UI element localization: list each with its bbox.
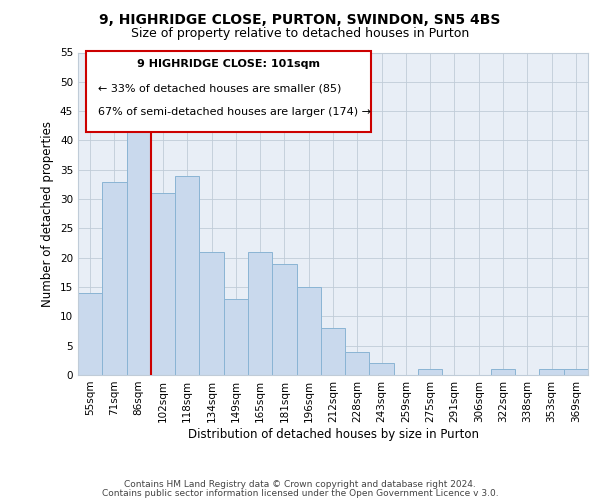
FancyBboxPatch shape bbox=[86, 51, 371, 132]
Text: 9 HIGHRIDGE CLOSE: 101sqm: 9 HIGHRIDGE CLOSE: 101sqm bbox=[137, 59, 320, 69]
Bar bbox=[345, 352, 370, 375]
Text: Contains public sector information licensed under the Open Government Licence v : Contains public sector information licen… bbox=[101, 488, 499, 498]
Bar bbox=[418, 369, 442, 375]
Bar bbox=[370, 364, 394, 375]
Bar bbox=[564, 369, 588, 375]
Bar bbox=[175, 176, 199, 375]
Text: Size of property relative to detached houses in Purton: Size of property relative to detached ho… bbox=[131, 28, 469, 40]
Text: Contains HM Land Registry data © Crown copyright and database right 2024.: Contains HM Land Registry data © Crown c… bbox=[124, 480, 476, 489]
Bar bbox=[272, 264, 296, 375]
Y-axis label: Number of detached properties: Number of detached properties bbox=[41, 120, 55, 306]
Bar bbox=[224, 299, 248, 375]
Bar bbox=[127, 123, 151, 375]
Bar bbox=[296, 287, 321, 375]
X-axis label: Distribution of detached houses by size in Purton: Distribution of detached houses by size … bbox=[187, 428, 479, 440]
Text: 67% of semi-detached houses are larger (174) →: 67% of semi-detached houses are larger (… bbox=[98, 108, 371, 118]
Bar bbox=[321, 328, 345, 375]
Text: ← 33% of detached houses are smaller (85): ← 33% of detached houses are smaller (85… bbox=[98, 83, 342, 93]
Bar bbox=[248, 252, 272, 375]
Bar bbox=[78, 293, 102, 375]
Bar bbox=[199, 252, 224, 375]
Text: 9, HIGHRIDGE CLOSE, PURTON, SWINDON, SN5 4BS: 9, HIGHRIDGE CLOSE, PURTON, SWINDON, SN5… bbox=[100, 12, 500, 26]
Bar bbox=[151, 193, 175, 375]
Bar bbox=[491, 369, 515, 375]
Bar bbox=[539, 369, 564, 375]
Bar bbox=[102, 182, 127, 375]
